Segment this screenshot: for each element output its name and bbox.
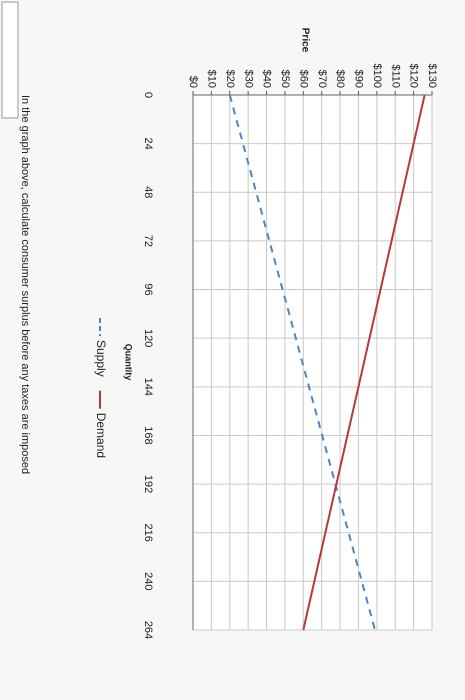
series-line xyxy=(302,94,426,631)
plot-area xyxy=(193,95,432,630)
y-tick-label: $100 xyxy=(371,64,383,88)
answer-box[interactable] xyxy=(1,1,19,119)
y-axis-title: Price xyxy=(299,28,310,53)
y-tick-label: $60 xyxy=(297,70,309,88)
y-tick-label: $30 xyxy=(242,70,254,88)
x-tick-label: 264 xyxy=(142,621,154,639)
y-tick-label: $90 xyxy=(353,70,365,88)
x-tick-label: 72 xyxy=(142,235,154,247)
x-tick-label: 96 xyxy=(142,283,154,295)
y-tick-label: $80 xyxy=(334,70,346,88)
y-tick-label: $20 xyxy=(224,70,236,88)
x-tick-label: 24 xyxy=(142,138,154,150)
legend-label: Supply xyxy=(94,340,108,377)
x-tick-label: 0 xyxy=(142,92,154,98)
y-tick-label: $110 xyxy=(389,64,401,88)
x-tick-label: 216 xyxy=(142,524,154,542)
x-tick-label: 240 xyxy=(142,572,154,590)
x-tick-label: 120 xyxy=(142,329,154,347)
x-tick-label: 48 xyxy=(142,186,154,198)
y-tick-label: $70 xyxy=(316,70,328,88)
y-tick-label: $10 xyxy=(205,70,217,88)
y-tick-label: $40 xyxy=(261,70,273,88)
y-tick-label: $0 xyxy=(187,76,199,88)
y-tick-label: $50 xyxy=(279,70,291,88)
question-text: In the graph above, calculate consumer s… xyxy=(19,95,31,474)
x-axis-title: Quantity xyxy=(124,344,134,381)
x-tick-label: 144 xyxy=(142,378,154,396)
x-tick-label: 168 xyxy=(142,426,154,444)
legend-label: Demand xyxy=(94,413,108,458)
x-tick-label: 192 xyxy=(142,475,154,493)
y-tick-label: $120 xyxy=(408,64,420,88)
y-tick-label: $130 xyxy=(426,64,438,88)
series-line xyxy=(228,94,376,631)
